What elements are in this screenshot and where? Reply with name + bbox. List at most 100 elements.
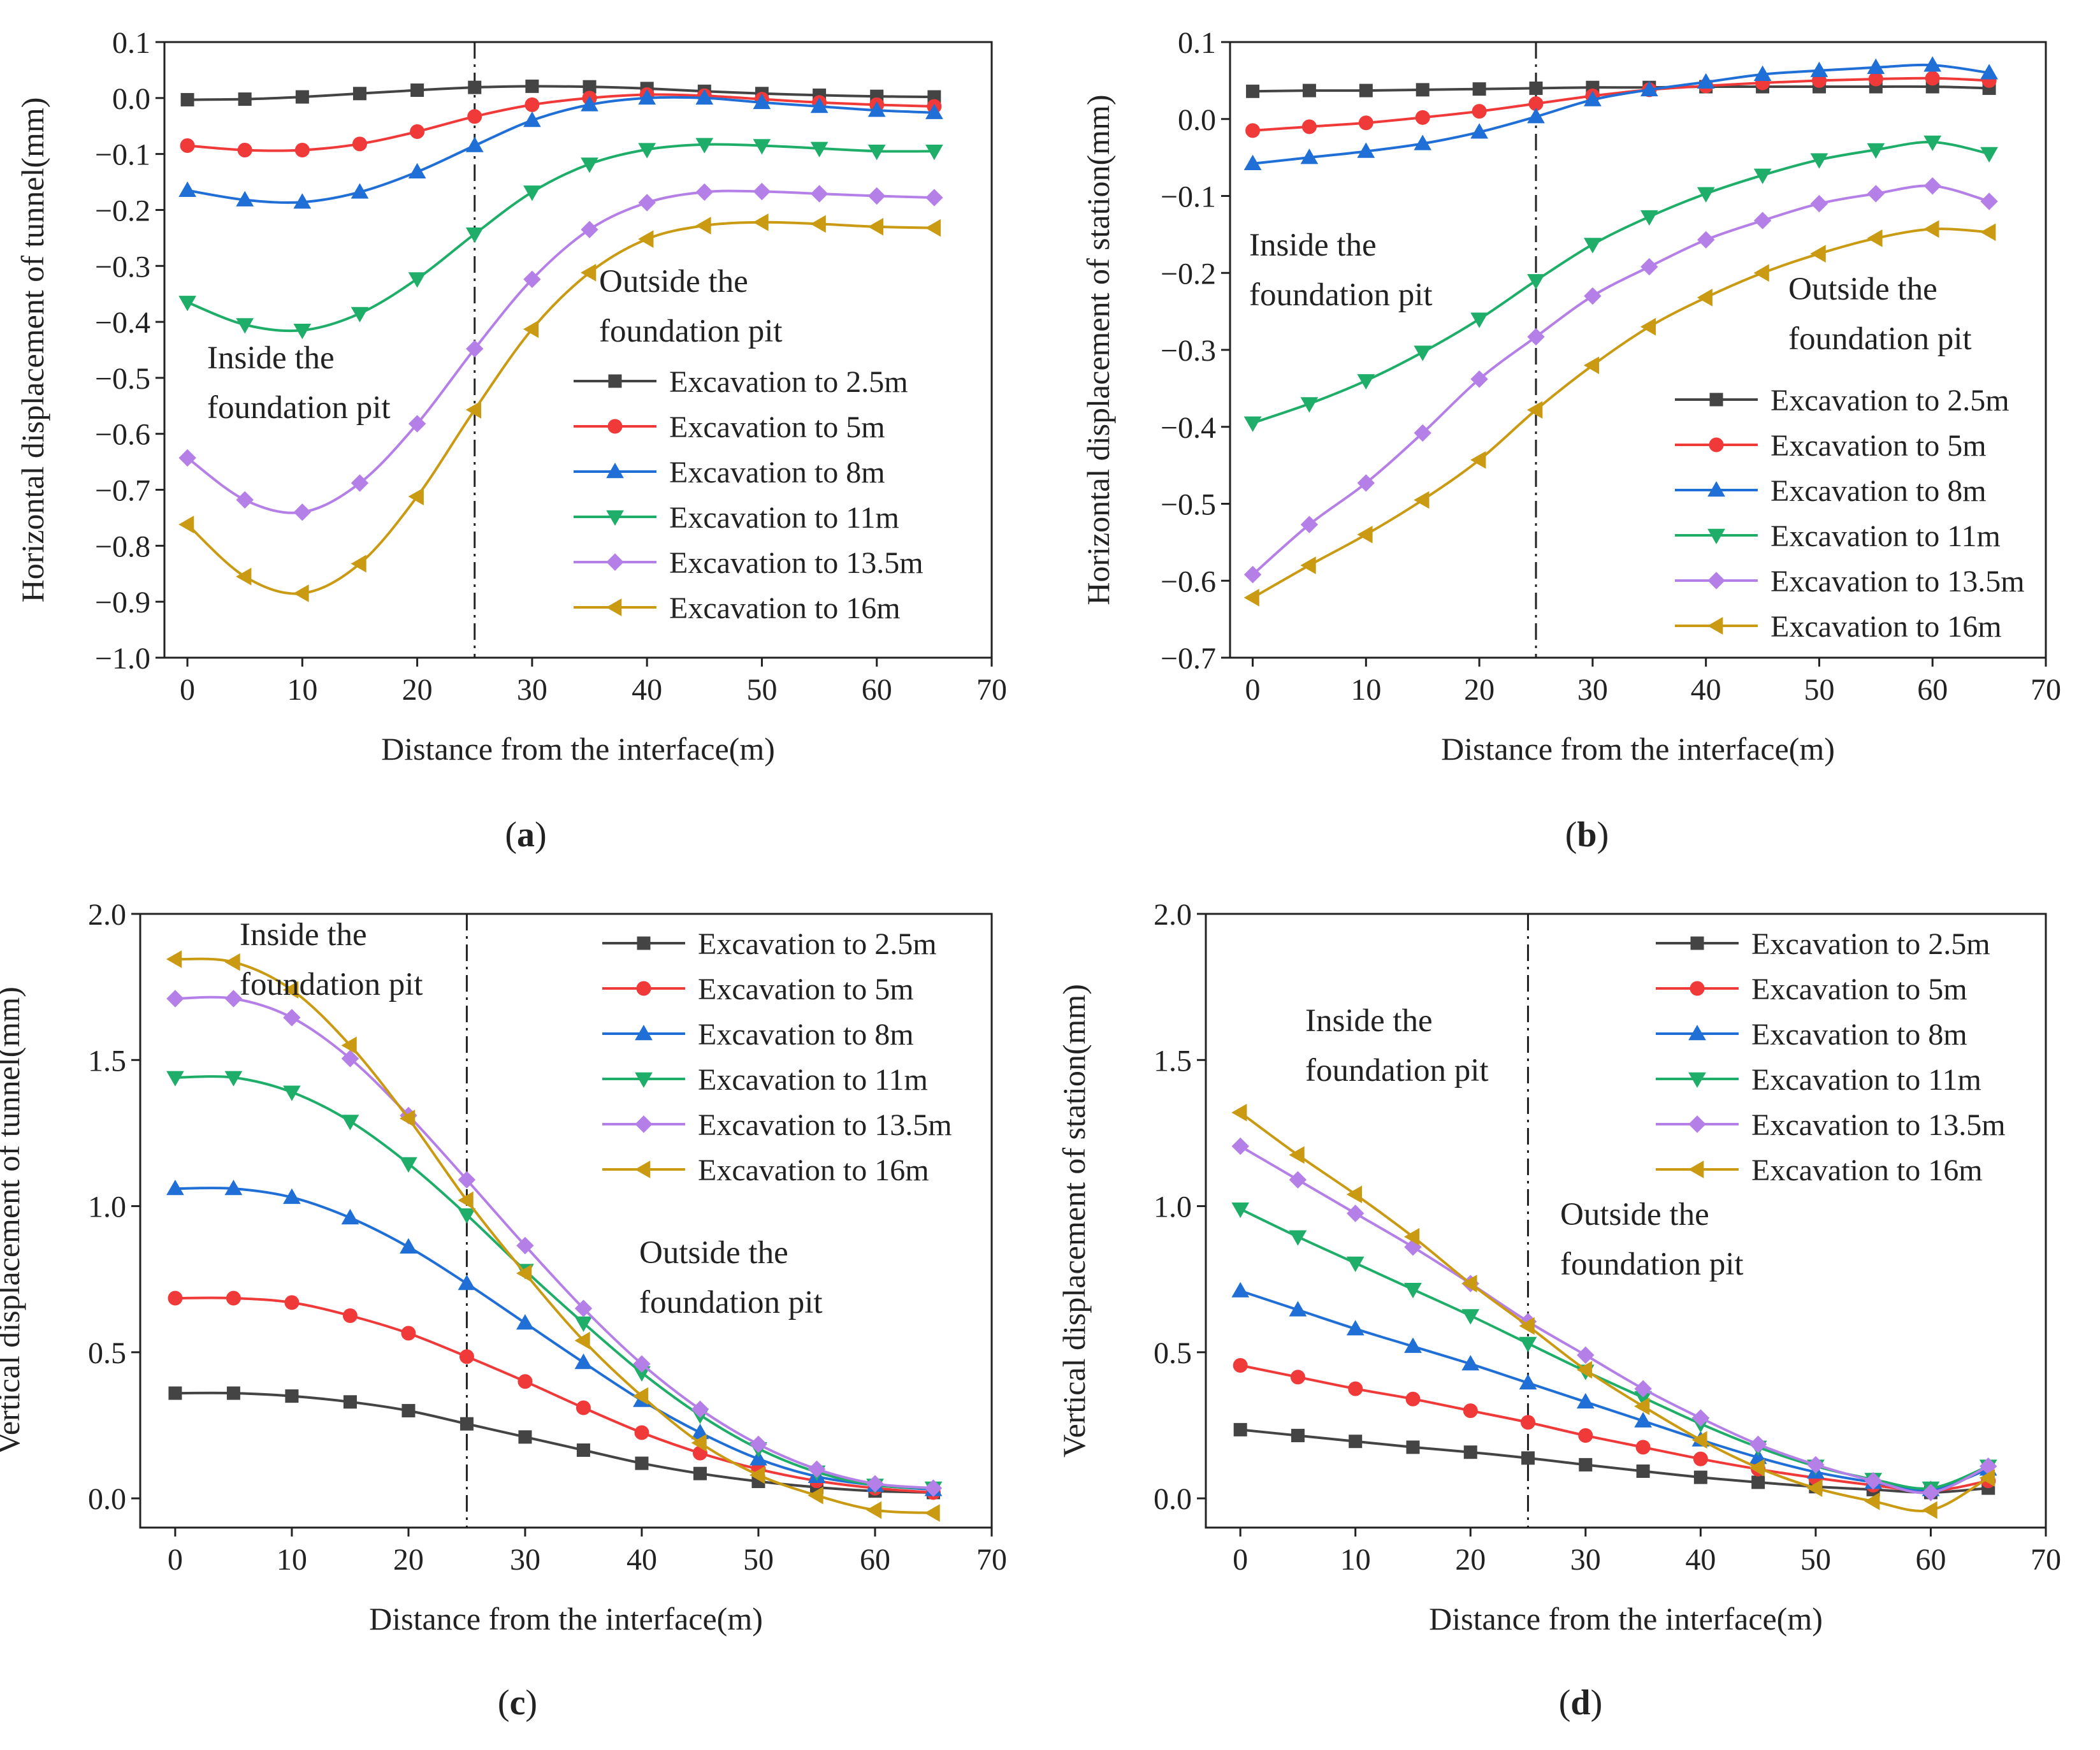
data-point — [166, 1071, 184, 1087]
x-tick-label: 60 — [860, 1543, 890, 1577]
data-point — [1346, 1204, 1365, 1222]
series-line — [175, 995, 934, 1490]
data-point — [1414, 424, 1431, 442]
data-point — [865, 1501, 882, 1519]
data-point — [1923, 177, 1941, 195]
data-point — [1404, 1337, 1422, 1353]
data-point — [1461, 1355, 1480, 1371]
data-point — [1231, 1103, 1247, 1122]
data-point — [1697, 73, 1715, 89]
y-tick-label: −0.1 — [95, 138, 150, 172]
data-point — [352, 136, 367, 152]
series-1 — [168, 1386, 940, 1500]
data-point — [458, 1171, 476, 1189]
x-tick-label: 50 — [1800, 1543, 1831, 1577]
series-line — [186, 189, 934, 514]
data-point — [1810, 153, 1828, 169]
data-point — [924, 1504, 940, 1522]
y-tick-label: −0.3 — [1161, 334, 1216, 368]
legend-marker — [1688, 1115, 1706, 1133]
legend-entry: Excavation to 11m — [602, 1063, 928, 1097]
series-4 — [178, 138, 943, 340]
x-tick-label: 20 — [402, 673, 433, 707]
series-5 — [1231, 1137, 1997, 1501]
data-point — [695, 89, 714, 105]
data-point — [1404, 1283, 1422, 1299]
data-point — [408, 272, 426, 288]
legend-marker — [636, 981, 651, 996]
legend-entry: Excavation to 8m — [602, 1018, 914, 1052]
data-point — [1806, 1479, 1823, 1497]
y-tick-label: 0.5 — [1154, 1336, 1192, 1370]
data-point — [1753, 212, 1772, 229]
x-tick-label: 10 — [287, 673, 317, 707]
data-point — [402, 1404, 416, 1418]
data-point — [468, 80, 482, 94]
chart-c: 0 10 20 30 40 50 60 70 0.0 0.5 1.0 1.5 2.0 Distance f… — [0, 898, 1007, 1637]
legend-label: Excavation to 2.5m — [1751, 927, 1990, 961]
data-point — [1521, 1451, 1535, 1465]
legend-label: Excavation to 13.5m — [669, 546, 923, 580]
data-point — [351, 183, 369, 199]
x-tick-label: 30 — [510, 1543, 540, 1577]
data-point — [925, 145, 943, 161]
data-point — [341, 1115, 359, 1131]
data-point — [1358, 115, 1373, 131]
legend-label: Excavation to 5m — [669, 410, 885, 444]
data-point — [224, 990, 243, 1008]
data-point — [1416, 83, 1430, 97]
legend-label: Excavation to 5m — [1751, 973, 1967, 1006]
y-tick-label: 0.1 — [112, 26, 150, 60]
legend-marker — [606, 510, 624, 526]
data-point — [1584, 238, 1602, 254]
data-point — [1403, 1227, 1420, 1246]
data-point — [178, 516, 194, 533]
x-tick-label: 10 — [1351, 673, 1381, 707]
data-point — [867, 145, 886, 161]
data-point — [1979, 1469, 1995, 1487]
data-point — [523, 111, 541, 127]
data-point — [1300, 516, 1319, 533]
data-point — [1980, 64, 1998, 80]
data-point — [1635, 1440, 1651, 1455]
x-tick-label: 40 — [1685, 1543, 1716, 1577]
legend: Excavation to 2.5m Excavation to 5m Excava… — [1656, 927, 2006, 1187]
data-point — [238, 92, 252, 106]
data-point — [574, 1331, 590, 1350]
legend-label: Excavation to 11m — [1771, 519, 2001, 553]
data-point — [410, 124, 425, 140]
data-point — [695, 217, 711, 235]
data-point — [1584, 287, 1602, 305]
legend-entry: Excavation to 2.5m — [1675, 384, 2009, 417]
outside-pit-annotation: Outside the foundation pit — [639, 1235, 823, 1320]
data-point — [351, 474, 369, 492]
annotation-line: foundation pit — [207, 390, 391, 426]
data-point — [1521, 1415, 1536, 1430]
legend-entry: Excavation to 5m — [1675, 429, 1987, 463]
series-line — [187, 96, 934, 204]
data-point — [467, 109, 482, 124]
legend-entry: Excavation to 2.5m — [602, 927, 937, 961]
y-tick-label: −0.6 — [95, 418, 150, 452]
data-point — [1405, 1391, 1421, 1407]
legend-marker — [637, 936, 651, 950]
x-tick-label: 70 — [2031, 1543, 2061, 1577]
data-point — [691, 1434, 707, 1452]
data-point — [295, 90, 309, 104]
y-tick-label: −0.2 — [1161, 257, 1216, 291]
y-tick-label: 0.0 — [1178, 103, 1216, 137]
y-tick-label: 0.0 — [1154, 1482, 1192, 1516]
data-point — [458, 1275, 476, 1291]
legend-entry: Excavation to 2.5m — [1656, 927, 1990, 961]
data-point — [293, 584, 309, 602]
legend-entry: Excavation to 11m — [1675, 519, 2001, 553]
data-point — [691, 1400, 709, 1419]
data-point — [400, 1157, 417, 1173]
legend-label: Excavation to 8m — [1771, 474, 1987, 508]
legend-label: Excavation to 11m — [698, 1063, 928, 1097]
data-point — [867, 187, 886, 205]
legend-label: Excavation to 2.5m — [1771, 384, 2009, 417]
data-point — [466, 340, 484, 358]
legend-entry: Excavation to 5m — [574, 410, 885, 444]
y-axis-label: Horizontal displacement of station(mm) — [1080, 94, 1116, 605]
